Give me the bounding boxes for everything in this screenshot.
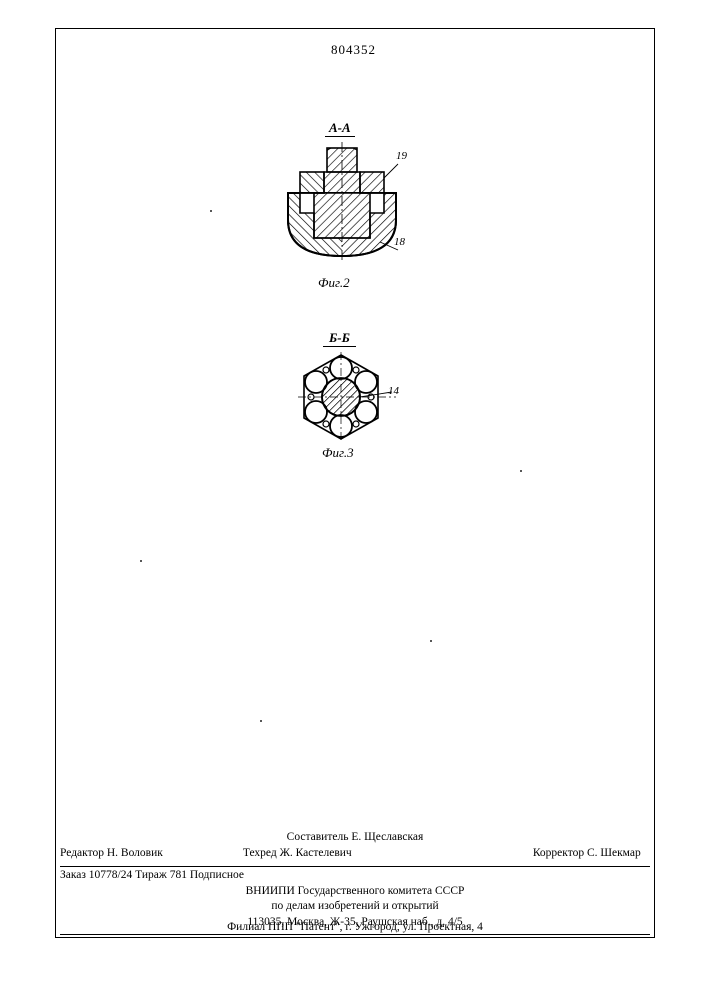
org-line-1: ВНИИПИ Государственного комитета СССР [60, 884, 650, 900]
callout-18: 18 [394, 236, 405, 248]
noise-dot [210, 210, 212, 212]
noise-dot [520, 470, 522, 472]
editor-label: Редактор [60, 847, 104, 859]
corrector-name: С. Шекмар [587, 847, 641, 859]
patent-number: 804352 [0, 42, 707, 58]
order-number: Заказ 10778/24 [60, 869, 132, 881]
footer-credits-row: Редактор Н. Воловик Техред Ж. Кастелевич… [60, 846, 650, 871]
footer-compiler: Составитель Е. Щеславская [60, 830, 650, 846]
editor-name: Н. Воловик [107, 847, 163, 859]
footer-branch: Филиал ППП "Патент", г. Ужгород, ул. Про… [60, 920, 650, 936]
noise-dot [140, 560, 142, 562]
techred-label: Техред [243, 847, 277, 859]
noise-dot [430, 640, 432, 642]
figure-3-caption: Фиг.3 [322, 445, 354, 461]
callout-19: 19 [396, 150, 407, 162]
tirazh: Тираж 781 [135, 869, 187, 881]
section-label-a-a: А-А [325, 120, 355, 137]
corrector-label: Корректор [533, 847, 584, 859]
techred-name: Ж. Кастелевич [280, 847, 352, 859]
figure-2-caption: Фиг.2 [318, 275, 350, 291]
figure-2-drawing [280, 138, 410, 268]
subscription: Подписное [190, 869, 244, 881]
callout-14: 14 [388, 385, 399, 397]
divider-1 [60, 866, 650, 867]
noise-dot [260, 720, 262, 722]
org-line-2: по делам изобретений и открытий [60, 899, 650, 915]
section-label-b-b: Б-Б [323, 330, 356, 347]
figure-3: Б-Б [288, 330, 428, 480]
figure-3-drawing [296, 352, 406, 442]
figure-2: А-А [270, 120, 430, 290]
